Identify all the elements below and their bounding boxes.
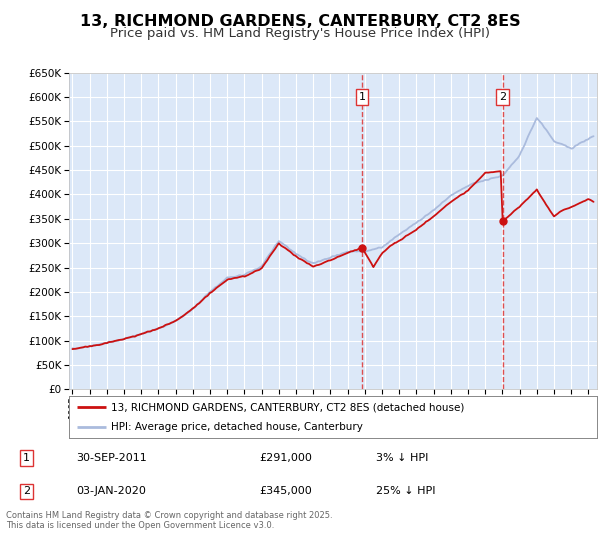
Text: Price paid vs. HM Land Registry's House Price Index (HPI): Price paid vs. HM Land Registry's House … [110, 27, 490, 40]
Text: 30-SEP-2011: 30-SEP-2011 [77, 453, 148, 463]
Text: HPI: Average price, detached house, Canterbury: HPI: Average price, detached house, Cant… [111, 422, 363, 432]
Text: 03-JAN-2020: 03-JAN-2020 [77, 486, 146, 496]
Text: 13, RICHMOND GARDENS, CANTERBURY, CT2 8ES: 13, RICHMOND GARDENS, CANTERBURY, CT2 8E… [80, 14, 520, 29]
Text: £345,000: £345,000 [259, 486, 311, 496]
Text: 25% ↓ HPI: 25% ↓ HPI [376, 486, 436, 496]
Text: Contains HM Land Registry data © Crown copyright and database right 2025.
This d: Contains HM Land Registry data © Crown c… [6, 511, 332, 530]
Text: 2: 2 [23, 486, 30, 496]
Text: 3% ↓ HPI: 3% ↓ HPI [376, 453, 429, 463]
Text: 2: 2 [499, 92, 506, 102]
Text: 13, RICHMOND GARDENS, CANTERBURY, CT2 8ES (detached house): 13, RICHMOND GARDENS, CANTERBURY, CT2 8E… [111, 402, 464, 412]
Text: 1: 1 [23, 453, 30, 463]
Text: 1: 1 [358, 92, 365, 102]
Text: £291,000: £291,000 [259, 453, 312, 463]
